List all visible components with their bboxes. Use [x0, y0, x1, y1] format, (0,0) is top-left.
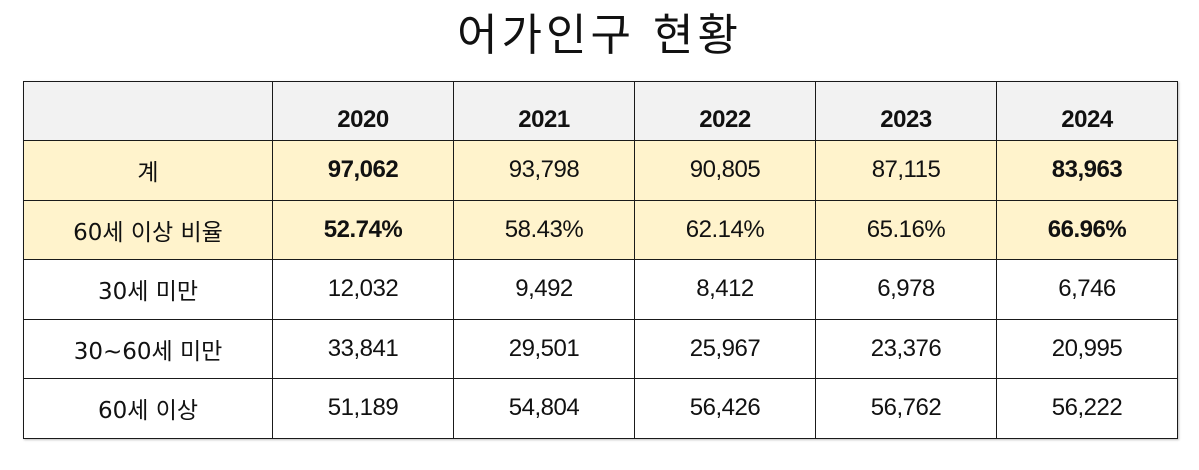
table-cell: 66.96%	[996, 199, 1178, 260]
table-cell: 6,978	[815, 259, 997, 320]
header-year-2024: 2024	[996, 81, 1178, 141]
header-year-2022: 2022	[634, 81, 816, 141]
table-cell: 54,804	[453, 378, 635, 439]
table-cell: 8,412	[634, 259, 816, 320]
header-year-2023: 2023	[815, 81, 997, 141]
table-cell: 23,376	[815, 318, 997, 379]
header-year-2020: 2020	[272, 81, 454, 141]
table-cell: 12,032	[272, 259, 454, 320]
page-title: 어가인구 현황	[457, 10, 742, 61]
table-row-total: 계 97,062 93,798 90,805 87,115 83,963	[23, 140, 1178, 201]
table-row-under30: 30세 미만 12,032 9,492 8,412 6,978 6,746	[23, 259, 1178, 320]
table-row-over60: 60세 이상 51,189 54,804 56,426 56,762 56,22…	[23, 378, 1178, 439]
table-row-over60-ratio: 60세 이상 비율 52.74% 58.43% 62.14% 65.16% 66…	[23, 199, 1178, 260]
header-corner-cell	[23, 81, 273, 141]
row-label: 60세 이상	[23, 378, 273, 439]
table-cell: 52.74%	[272, 199, 454, 260]
table-cell: 51,189	[272, 378, 454, 439]
table-cell: 56,426	[634, 378, 816, 439]
table-cell: 25,967	[634, 318, 816, 379]
fishery-population-table: 2020 2021 2022 2023 2024 계 97,062 93,798…	[23, 81, 1178, 439]
table-cell: 56,762	[815, 378, 997, 439]
table-cell: 83,963	[996, 140, 1178, 201]
table-cell: 97,062	[272, 140, 454, 201]
table-cell: 9,492	[453, 259, 635, 320]
table-cell: 62.14%	[634, 199, 816, 260]
header-row: 2020 2021 2022 2023 2024	[23, 81, 1178, 141]
table-cell: 33,841	[272, 318, 454, 379]
table-cell: 93,798	[453, 140, 635, 201]
table-row-30-to-60: 30~60세 미만 33,841 29,501 25,967 23,376 20…	[23, 318, 1178, 379]
table-cell: 56,222	[996, 378, 1178, 439]
table-cell: 58.43%	[453, 199, 635, 260]
table-cell: 29,501	[453, 318, 635, 379]
table-cell: 65.16%	[815, 199, 997, 260]
header-year-2021: 2021	[453, 81, 635, 141]
table-cell: 87,115	[815, 140, 997, 201]
table-cell: 20,995	[996, 318, 1178, 379]
row-label: 30세 미만	[23, 259, 273, 320]
row-label: 60세 이상 비율	[23, 199, 273, 260]
row-label: 계	[23, 140, 273, 201]
table-cell: 90,805	[634, 140, 816, 201]
table-cell: 6,746	[996, 259, 1178, 320]
row-label: 30~60세 미만	[23, 318, 273, 379]
